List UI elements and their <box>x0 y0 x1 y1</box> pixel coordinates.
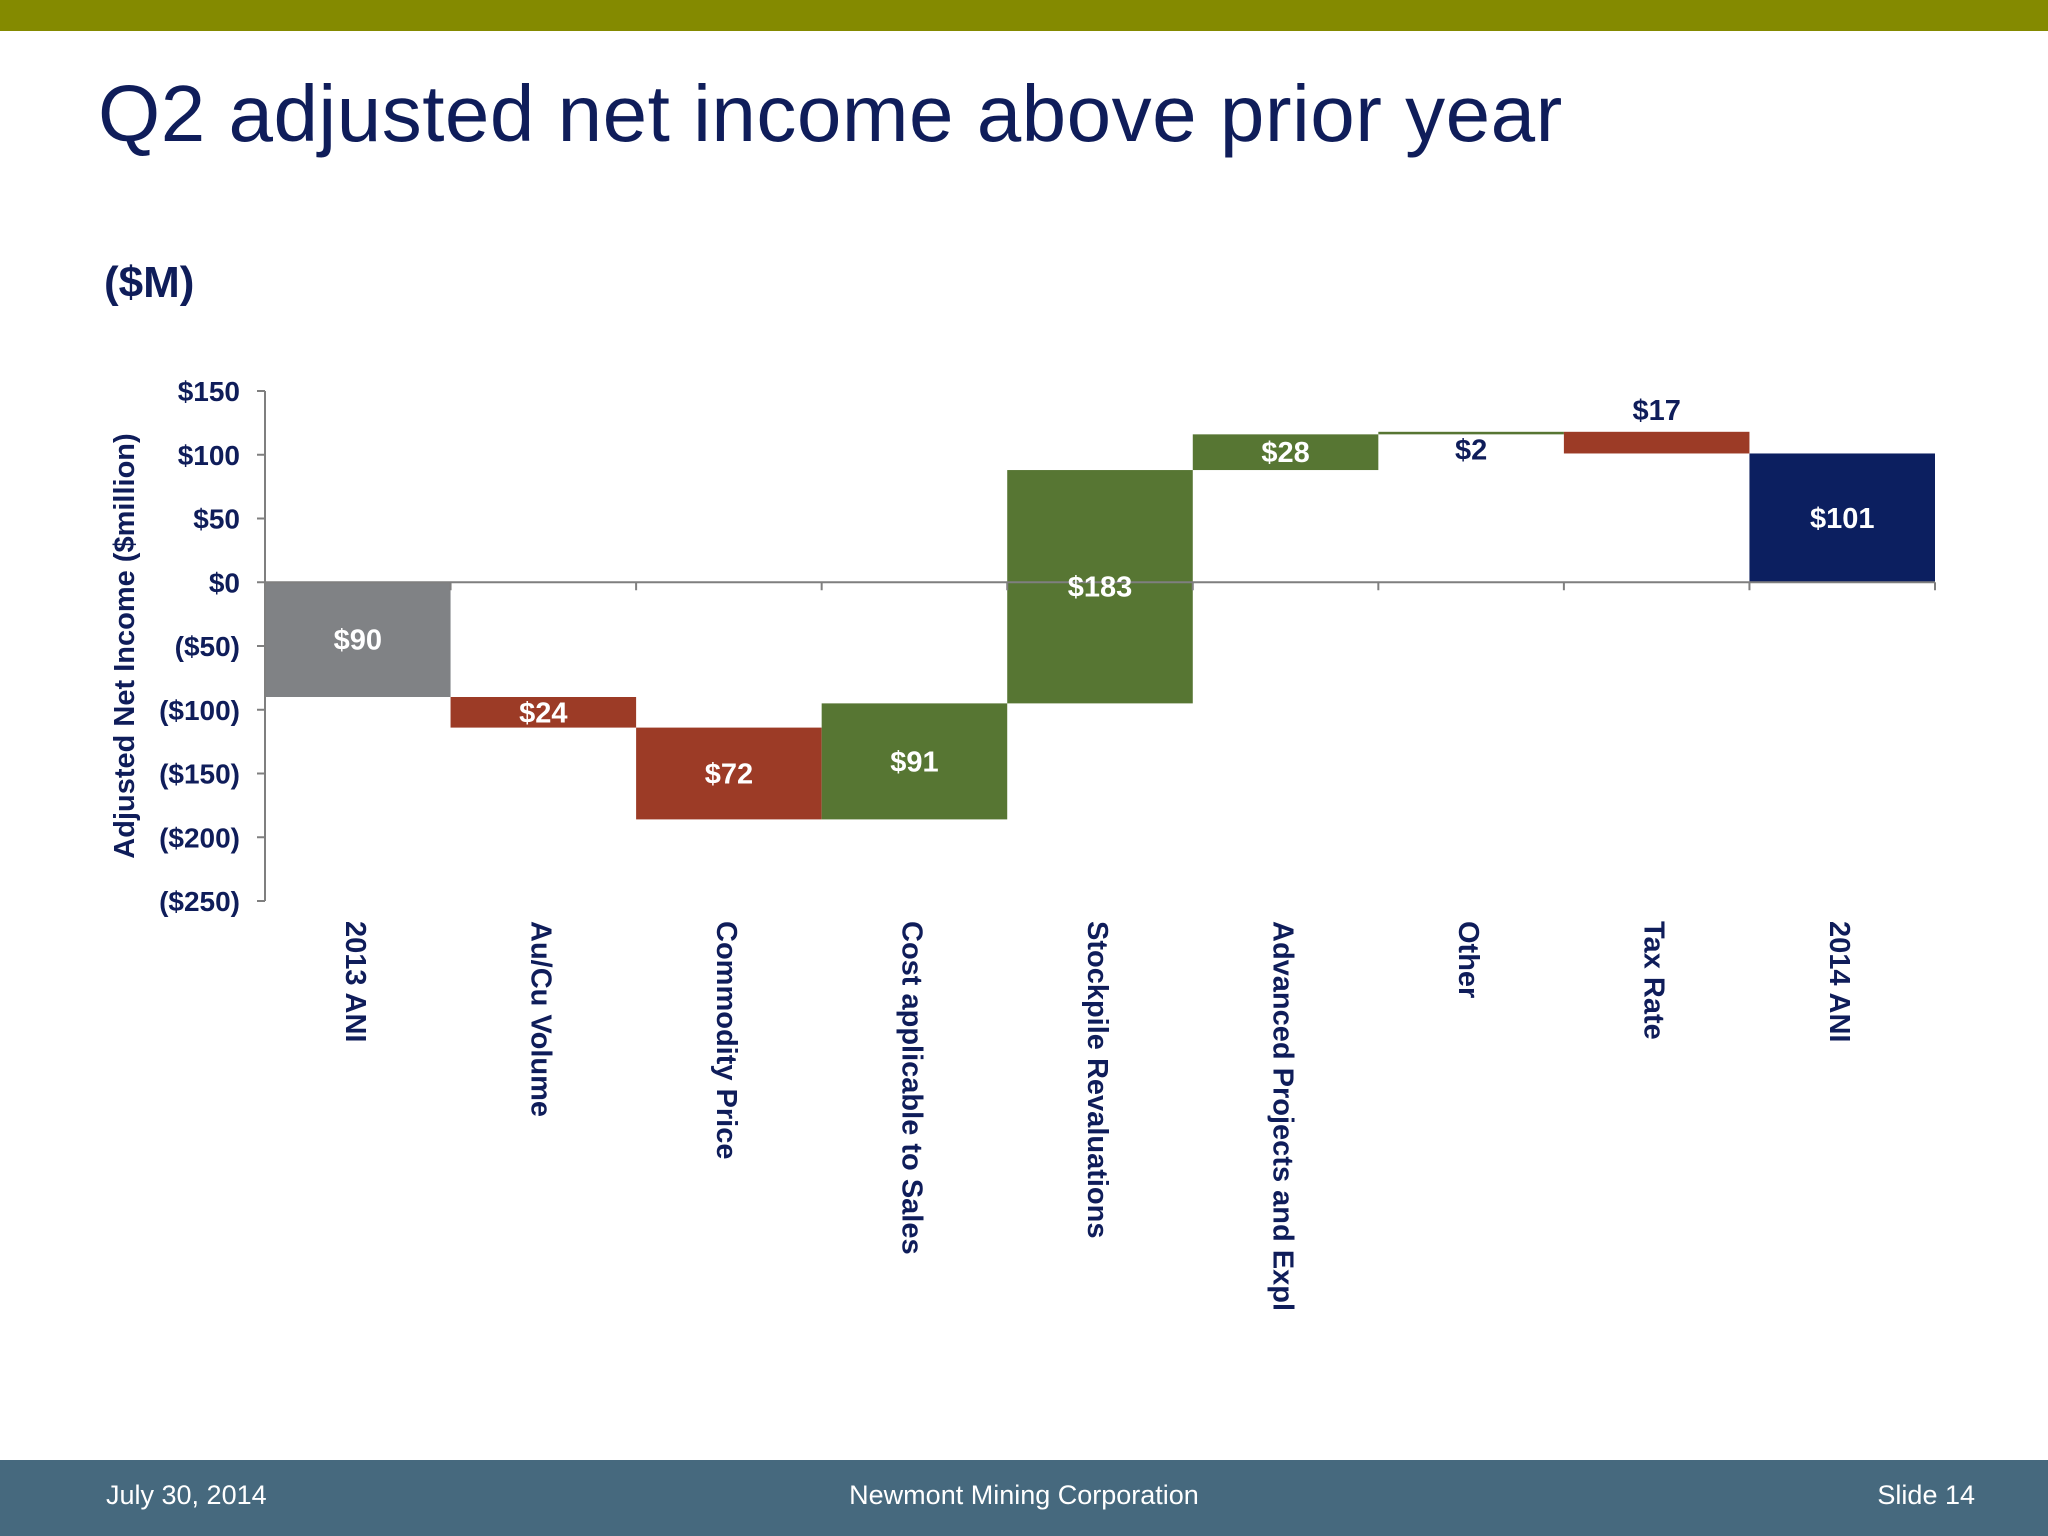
bar-3 <box>821 703 1008 820</box>
y-tick-label: ($150) <box>159 759 240 790</box>
x-tick-label: Stockpile Revaluations <box>1081 921 1113 1239</box>
footer-slide-number: Slide 14 <box>1877 1480 1975 1510</box>
y-tick-label: ($200) <box>159 822 240 853</box>
bar-6 <box>1378 431 1564 435</box>
x-tick-label: 2014 ANI <box>1823 921 1855 1042</box>
bar-4 <box>1007 470 1193 704</box>
x-tick-label: Au/Cu Volume <box>524 921 556 1117</box>
data-label: $24 <box>519 697 567 729</box>
x-tick-label: 2013 ANI <box>339 921 371 1042</box>
x-tick-label: Advanced Projects and Expl <box>1267 921 1299 1311</box>
bar-8 <box>1749 453 1935 583</box>
y-tick-label: ($100) <box>159 695 240 726</box>
waterfall-chart: $90 $24 $72 $91 $183 $28 $2 $17 $101 $150 $100 $50… <box>109 376 1936 1311</box>
footer-company: Newmont Mining Corporation <box>849 1480 1199 1510</box>
footer-bar: July 30, 2014 Newmont Mining Corporation… <box>0 1460 2048 1536</box>
chart-bars <box>265 431 1935 820</box>
y-tick-label: $50 <box>193 504 240 535</box>
y-tick-label: $150 <box>178 376 240 407</box>
bar-2 <box>636 727 822 820</box>
x-tick-label: Commodity Price <box>710 921 742 1160</box>
data-label: $2 <box>1455 434 1487 466</box>
y-tick-label: $100 <box>178 440 240 471</box>
bar-5 <box>1192 434 1379 471</box>
chart-data-labels: $90 $24 $72 $91 $183 $28 $2 $17 $101 <box>334 395 1875 791</box>
chart-tick-labels: $150 $100 $50 $0 ($50) ($100) ($150) ($200) ($25… <box>159 376 1855 1311</box>
footer-date: July 30, 2014 <box>106 1480 267 1510</box>
x-tick-label: Other <box>1452 921 1484 998</box>
y-tick-label: $0 <box>209 567 240 598</box>
slide-title: Q2 adjusted net income above prior year <box>98 69 1563 158</box>
data-label: $91 <box>890 746 938 778</box>
x-tick-label: Tax Rate <box>1638 921 1670 1040</box>
top-accent-bar <box>0 0 2048 31</box>
bar-7 <box>1563 431 1750 454</box>
data-label: $28 <box>1261 437 1309 469</box>
data-label: $90 <box>334 625 382 657</box>
y-tick-label: ($50) <box>175 631 240 662</box>
data-label: $17 <box>1632 395 1680 427</box>
data-label: $72 <box>705 759 753 791</box>
y-axis-title: Adjusted Net Income ($million) <box>109 433 141 858</box>
y-tick-label: ($250) <box>159 886 240 917</box>
unit-label: ($M) <box>104 258 195 307</box>
data-label: $183 <box>1068 572 1133 604</box>
chart-axes <box>257 390 1936 902</box>
data-label: $101 <box>1810 503 1875 535</box>
bar-0 <box>265 582 451 697</box>
bar-1 <box>450 697 637 728</box>
x-tick-label: Cost applicable to Sales <box>895 921 927 1255</box>
